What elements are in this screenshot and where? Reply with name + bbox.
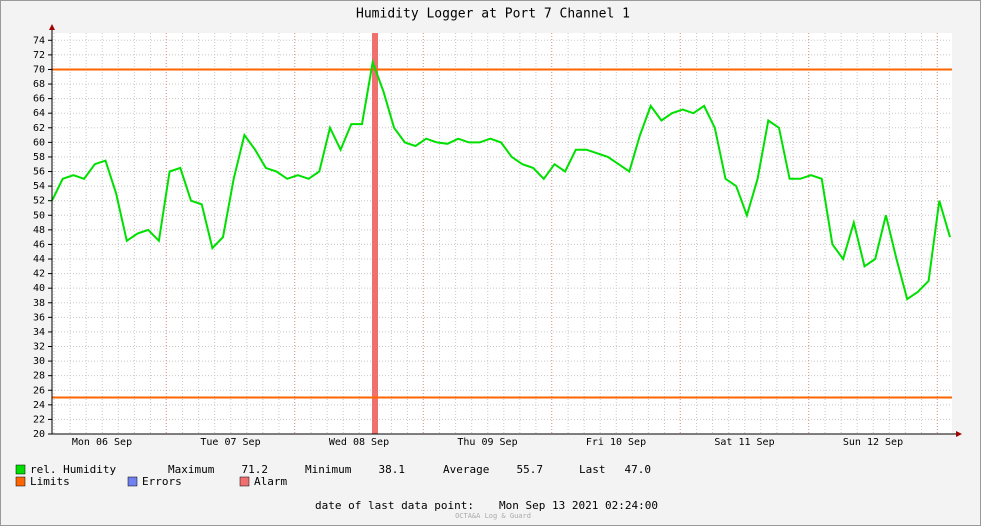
y-tick-label: 74 [33,35,45,46]
y-tick-label: 48 [33,225,45,236]
y-tick-label: 50 [33,210,45,221]
y-tick-label: 30 [33,356,45,367]
y-tick-label: 58 [33,152,45,163]
y-tick-label: 32 [33,342,45,353]
legend-label: Limits [30,475,70,488]
y-tick-label: 68 [33,79,45,90]
footer-label: date of last data point: [315,499,474,512]
stat-label: Average [443,463,489,476]
x-tick-label: Sat 11 Sep [714,437,774,448]
y-tick-label: 26 [33,385,45,396]
stat-value: 55.7 [517,463,544,476]
legend: rel. Humidity Maximum 71.2 Minimum 38.1 Avera… [15,463,652,488]
plot-area [52,33,952,434]
x-tick-label: Thu 09 Sep [457,437,517,448]
x-tick-label: Mon 06 Sep [72,437,132,448]
stat-value: 47.0 [625,463,652,476]
stat-value: 71.2 [242,463,269,476]
y-tick-label: 66 [33,94,45,105]
y-tick-label: 60 [33,137,45,148]
y-tick-label: 34 [33,327,45,338]
y-tick-label: 52 [33,196,45,207]
y-arrow [49,24,55,30]
credit: OCTA&A Log & Guard [455,512,531,520]
y-tick-label: 44 [33,254,45,265]
y-tick-label: 22 [33,414,45,425]
chart-title: Humidity Logger at Port 7 Channel 1 [356,7,630,22]
y-tick-label: 40 [33,283,45,294]
marks [51,58,952,399]
stat-label: Maximum [168,463,215,476]
legend-label: Errors [142,475,182,488]
y-tick-label: 70 [33,64,45,75]
alarm-band [372,33,378,434]
legend-swatch [239,476,250,487]
y-tick-label: 42 [33,269,45,280]
legend-swatch [127,476,138,487]
y-tick-label: 38 [33,298,45,309]
legend-label: rel. Humidity [30,463,116,476]
x-tick-label: Fri 10 Sep [586,437,646,448]
y-tick-label: 72 [33,50,45,61]
x-tick-label: Tue 07 Sep [200,437,260,448]
legend-swatch [15,464,26,475]
legend-swatch [15,476,26,487]
stat-label: Last [579,463,606,476]
y-tick-label: 24 [33,400,45,411]
footer-value: Mon Sep 13 2021 02:24:00 [499,499,658,512]
y-tick-label: 36 [33,312,45,323]
data-line [51,58,951,301]
x-arrow [956,431,962,437]
y-tick-label: 46 [33,239,45,250]
y-tick-label: 64 [33,108,45,119]
y-tick-label: 56 [33,167,45,178]
x-tick-label: Wed 08 Sep [329,437,389,448]
x-tick-label: Sun 12 Sep [843,437,903,448]
legend-label: Alarm [254,475,287,488]
y-tick-label: 28 [33,371,45,382]
y-tick-label: 20 [33,429,45,440]
y-tick-label: 62 [33,123,45,134]
stat-value: 38.1 [379,463,406,476]
y-tick-label: 54 [33,181,45,192]
stat-label: Minimum [305,463,352,476]
